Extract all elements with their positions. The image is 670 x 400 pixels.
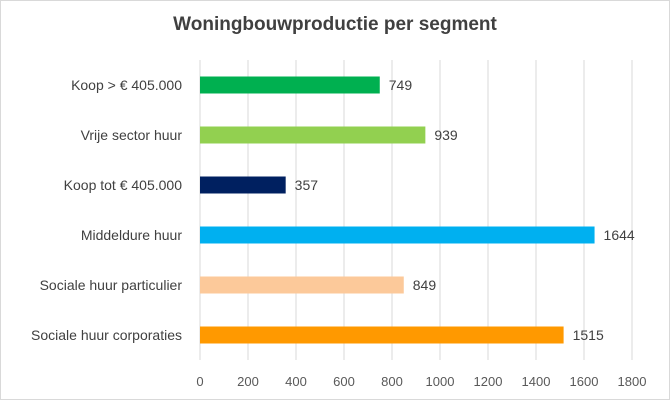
data-label: 1515 (573, 327, 604, 343)
category-label: Koop > € 405.000 (71, 77, 182, 93)
x-tick-label: 1200 (474, 374, 503, 389)
data-label: 1644 (604, 227, 635, 243)
data-label: 357 (295, 177, 319, 193)
x-tick-label: 200 (237, 374, 259, 389)
chart-title: Woningbouwproductie per segment (173, 14, 497, 35)
bar (200, 276, 404, 294)
category-label: Middeldure huur (81, 227, 183, 243)
x-tick-label: 1400 (522, 374, 551, 389)
x-tick-label: 1800 (618, 374, 647, 389)
category-labels: Koop > € 405.000 Vrije sector huur Koop to… (31, 77, 182, 343)
x-axis-ticks: 0 200 400 600 800 1000 1200 1400 1600 1800 (196, 374, 646, 389)
x-tick-label: 0 (196, 374, 203, 389)
category-label: Sociale huur particulier (40, 277, 183, 293)
bar (200, 126, 426, 144)
bars (200, 76, 595, 344)
x-tick-label: 1600 (570, 374, 599, 389)
value-labels: 749 939 357 1644 849 1515 (295, 77, 635, 343)
x-tick-label: 1000 (426, 374, 455, 389)
bar (200, 326, 564, 344)
x-tick-label: 600 (333, 374, 355, 389)
gridlines (199, 60, 633, 360)
x-tick-label: 800 (381, 374, 403, 389)
bar (200, 176, 286, 194)
bar (200, 76, 380, 94)
data-label: 939 (434, 127, 458, 143)
x-tick-label: 400 (285, 374, 307, 389)
data-label: 849 (413, 277, 437, 293)
data-label: 749 (389, 77, 413, 93)
category-label: Sociale huur corporaties (31, 327, 182, 343)
bar (200, 226, 595, 244)
category-label: Vrije sector huur (81, 127, 183, 143)
category-label: Koop tot € 405.000 (64, 177, 183, 193)
